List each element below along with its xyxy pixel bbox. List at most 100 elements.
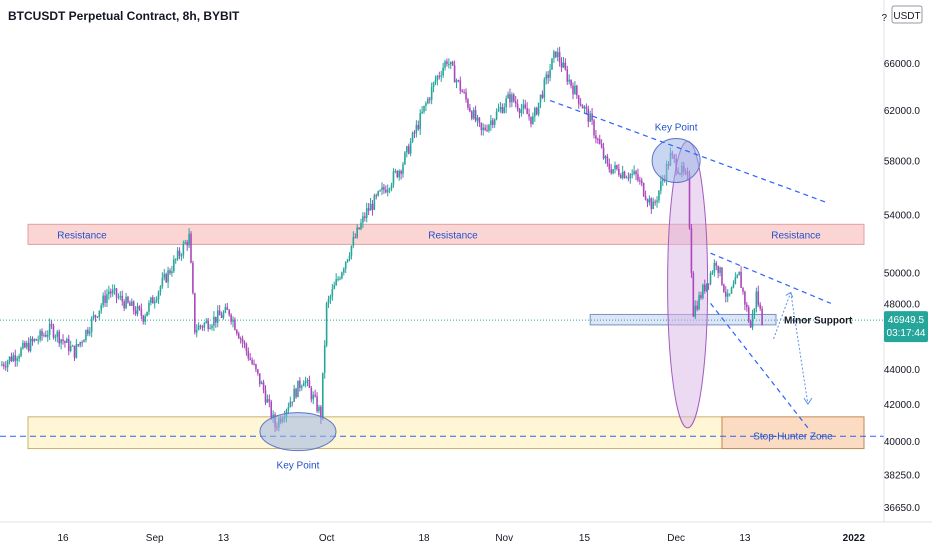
trendline[interactable] [710, 252, 832, 304]
currency-button-frame[interactable] [891, 5, 923, 24]
candle-body [417, 124, 420, 130]
candle-body [87, 330, 89, 334]
sell-off-highlight-ellipse[interactable] [667, 140, 709, 429]
candle-body [564, 62, 567, 70]
resistance-zone[interactable] [27, 223, 865, 245]
candle [146, 311, 148, 317]
candle-body [50, 323, 53, 326]
candle [736, 274, 739, 279]
candle-body [251, 359, 253, 364]
candle [541, 90, 544, 99]
candle-body [119, 295, 122, 298]
candle-body [616, 165, 618, 169]
key-point-bottom-label: Key Point [277, 461, 320, 472]
candle [43, 332, 45, 338]
candle [589, 110, 591, 122]
candle-body [726, 293, 729, 297]
candle-body [96, 316, 99, 318]
candle [222, 310, 225, 320]
price-tick-label: 38250.0 [884, 471, 921, 482]
candle [287, 402, 290, 414]
candle [419, 109, 421, 136]
price-tick-label: 40000.0 [884, 437, 921, 448]
candle-body [501, 107, 504, 113]
candle-body [8, 356, 11, 362]
candle-body [48, 323, 51, 335]
trendline[interactable] [549, 99, 826, 203]
candle [130, 298, 133, 307]
candle [702, 283, 704, 300]
candle [472, 107, 475, 120]
candle-body [719, 267, 721, 273]
candle [75, 339, 78, 359]
candle [371, 200, 374, 216]
candle [14, 349, 17, 367]
price-axis[interactable]: 66000.0 62000.0 58000.0 54000.0 50000.0 48000… [883, 0, 921, 522]
candle [306, 378, 309, 387]
candle [740, 266, 742, 288]
candle-body [331, 289, 334, 297]
candle [383, 183, 385, 194]
projection-path[interactable] [790, 292, 809, 405]
candle [558, 46, 561, 67]
stop-hunter-zone-box[interactable] [721, 416, 865, 450]
candle [448, 58, 450, 69]
candle [442, 62, 444, 78]
candle [583, 105, 586, 114]
candle [640, 177, 643, 187]
candle-body [436, 75, 439, 81]
time-axis[interactable]: 16 Sep 13 Oct 18 Nov 15 Dec 13 2022 [57, 533, 865, 544]
candle [373, 193, 376, 211]
candle [136, 302, 139, 317]
candle-body [597, 138, 599, 140]
candle [20, 346, 22, 358]
candle-body [572, 85, 574, 95]
candle-body [734, 277, 737, 285]
candle [33, 338, 36, 343]
candle-body [470, 111, 473, 119]
candle [457, 79, 460, 83]
projection-path[interactable] [773, 292, 792, 339]
candle [94, 314, 97, 322]
candle-body [478, 117, 481, 123]
time-tick-label: 13 [739, 533, 751, 544]
candle [461, 89, 464, 93]
candle [528, 108, 530, 121]
candle [48, 318, 51, 341]
candle-body [39, 330, 41, 340]
candle [509, 88, 511, 108]
candle [375, 193, 378, 200]
candle [321, 372, 324, 421]
candle [428, 96, 431, 104]
candle-body [308, 379, 311, 388]
currency-button[interactable]: USDT [891, 5, 923, 24]
candle [427, 96, 429, 105]
key-point-bottom-ellipse[interactable] [259, 412, 337, 452]
candle-body [306, 379, 309, 381]
candle-body [574, 85, 576, 95]
candle [656, 196, 658, 208]
key-point-top-ellipse[interactable] [651, 138, 701, 184]
candle [364, 212, 366, 222]
candle-body [369, 203, 372, 211]
time-tick-label: 13 [218, 533, 230, 544]
candle-body [109, 291, 112, 294]
candle-body [136, 306, 139, 315]
candle-body [211, 325, 213, 328]
price-tick-label: 48000.0 [884, 299, 921, 310]
candle-body [163, 273, 166, 278]
candle-body [255, 364, 257, 370]
range-box[interactable] [27, 416, 723, 450]
candle [182, 240, 185, 259]
candle [738, 271, 740, 276]
candle-body [321, 372, 324, 419]
candle-body [339, 278, 341, 280]
candle [453, 60, 456, 83]
candle [619, 173, 622, 179]
candle-body [715, 262, 718, 266]
candle [761, 306, 763, 326]
candle [241, 335, 244, 348]
candle-body [661, 179, 664, 182]
